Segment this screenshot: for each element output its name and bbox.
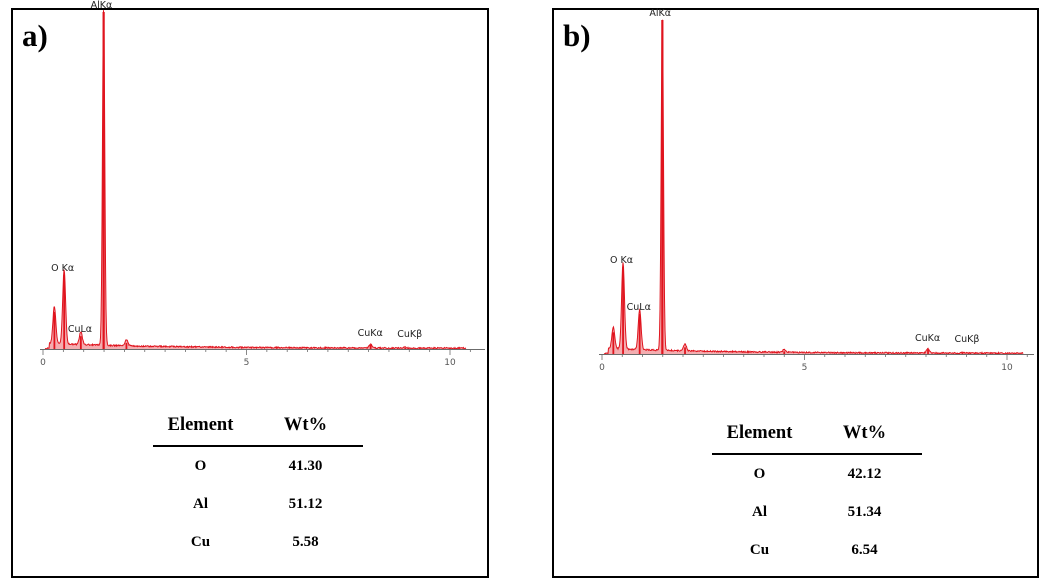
x-tick-label: 10: [444, 358, 456, 368]
peak-label: CuKβ: [397, 329, 422, 340]
eds-spectrum-a: O Kα CuLα AlKα CuKα CuKβ 0 5 10: [40, 0, 485, 368]
table-row: Al 51.12: [153, 485, 363, 523]
wt-cell: 5.58: [292, 533, 319, 550]
wt-cell: 51.34: [847, 503, 882, 520]
spectrum-panel-b: b) O Kα CuLα AlKα CuKα CuKβ 0 5 10 Element Wt% …: [552, 8, 1039, 578]
header-wt: Wt%: [248, 412, 363, 447]
spectrum-area: [604, 19, 1024, 355]
x-tick-label: 10: [1001, 363, 1013, 373]
composition-table-b: Element Wt% O 42.12 Al 51.34 Cu 6.54: [712, 420, 922, 569]
element-cell: O: [753, 465, 766, 482]
panel-label: b): [563, 18, 591, 53]
x-tick-label: 0: [599, 363, 605, 373]
peak-label: AlKα: [91, 0, 113, 11]
table-header-row: Element Wt%: [712, 420, 922, 455]
table-row: Al 51.34: [712, 493, 922, 531]
peak-label: O Kα: [51, 263, 74, 274]
element-cell: Cu: [190, 533, 211, 550]
peak-label: CuKα: [915, 333, 940, 344]
header-wt: Wt%: [807, 420, 922, 455]
peak-label: AlKα: [649, 8, 671, 19]
spectrum-panel-a: a) O Kα CuLα AlKα CuKα CuKβ 0 5 10 Element Wt% …: [11, 0, 489, 578]
peak-label: CuLα: [68, 324, 92, 335]
element-cell: O: [194, 457, 207, 474]
x-tick-label: 5: [802, 363, 808, 373]
panel-label: a): [22, 18, 48, 53]
peak-label: CuLα: [627, 302, 651, 313]
header-element: Element: [153, 412, 248, 447]
wt-cell: 41.30: [288, 457, 323, 474]
eds-spectrum-b: O Kα CuLα AlKα CuKα CuKβ 0 5 10: [599, 8, 1034, 373]
element-cell: Cu: [749, 541, 770, 558]
x-tick-label: 5: [244, 358, 250, 368]
table-header-row: Element Wt%: [153, 412, 363, 447]
table-row: Cu 6.54: [712, 531, 922, 569]
header-element: Element: [712, 420, 807, 455]
spectrum-line: [44, 10, 466, 350]
wt-cell: 42.12: [847, 465, 882, 482]
table-row: O 41.30: [153, 446, 363, 485]
table-row: O 42.12: [712, 454, 922, 493]
spectrum-line: [603, 19, 1024, 355]
spectrum-area: [45, 10, 467, 349]
peak-label: CuKα: [358, 328, 383, 339]
peak-label: O Kα: [610, 255, 633, 266]
element-cell: Al: [752, 503, 767, 520]
wt-cell: 51.12: [288, 495, 323, 512]
composition-table-a: Element Wt% O 41.30 Al 51.12 Cu 5.58: [153, 412, 363, 561]
table-row: Cu 5.58: [153, 523, 363, 561]
wt-cell: 6.54: [851, 541, 878, 558]
peak-label: CuKβ: [954, 334, 979, 345]
x-tick-label: 0: [40, 358, 46, 368]
element-cell: Al: [193, 495, 208, 512]
